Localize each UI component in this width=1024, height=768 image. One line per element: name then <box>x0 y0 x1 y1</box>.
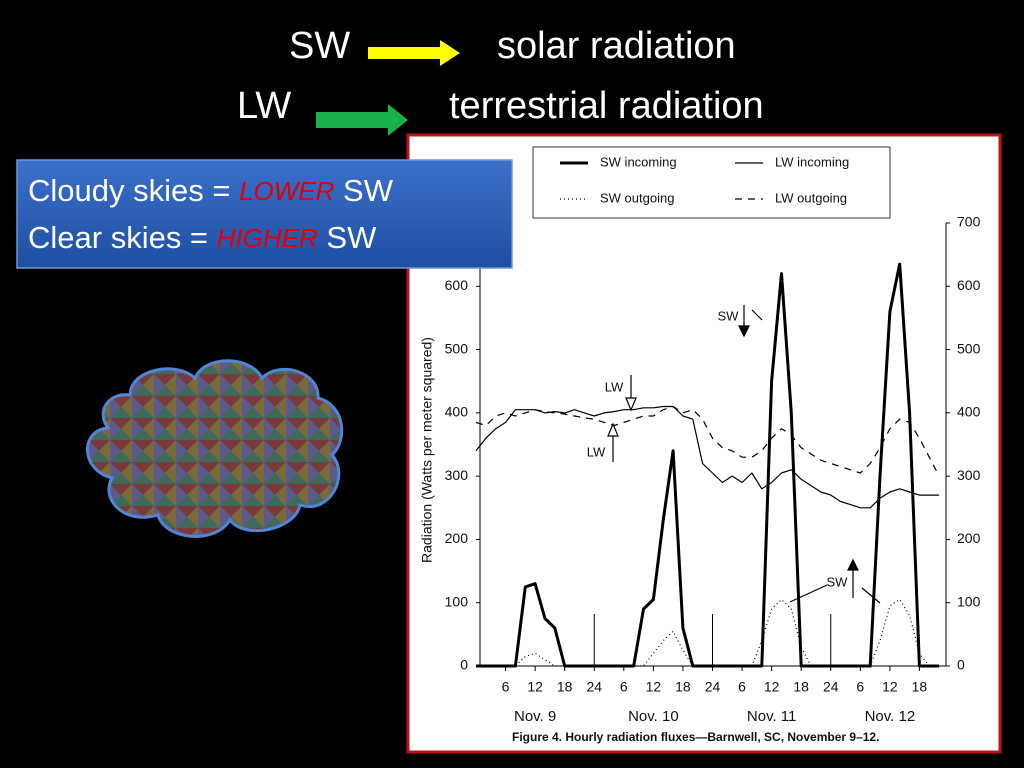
callout-lead: Clear skies = <box>28 220 217 255</box>
x-tick-label: 6 <box>856 679 864 695</box>
y2-tick-label: 700 <box>957 214 981 230</box>
cloud-image <box>86 359 344 538</box>
legend-label: SW incoming <box>600 154 677 169</box>
series-line <box>476 598 940 667</box>
plot: 0 0 100 100 200 200 300 300 400 400 500 500 600 600 70… <box>419 154 981 744</box>
x-tick-label: 18 <box>912 679 928 695</box>
day-label: Nov. 9 <box>514 708 556 725</box>
y2-tick-label: 0 <box>957 657 965 673</box>
x-tick-label: 18 <box>557 679 573 695</box>
callout-tail: SW <box>334 173 393 208</box>
y2-tick-label: 100 <box>957 593 981 609</box>
annotation: LW <box>605 379 624 394</box>
x-tick-label: 24 <box>586 679 602 695</box>
x-tick-label: 12 <box>882 679 898 695</box>
series-line <box>475 405 940 509</box>
legend-label: LW outgoing <box>775 190 847 205</box>
annotation: SW <box>827 574 849 589</box>
x-tick-label: 6 <box>738 679 746 695</box>
heading-abbr: SW <box>289 25 350 67</box>
y-tick-label: 600 <box>445 277 469 293</box>
y-tick-label: 0 <box>460 657 468 673</box>
x-tick-label: 24 <box>705 679 721 695</box>
figure: 0 0 100 100 200 200 300 300 400 400 500 500 600 600 70… <box>406 133 1002 754</box>
legend-label: LW incoming <box>775 154 849 169</box>
callout-line: Clear skies = HIGHER SW <box>28 220 377 255</box>
series-line <box>475 405 940 477</box>
day-label: Nov. 12 <box>865 708 916 725</box>
x-tick-label: 12 <box>764 679 780 695</box>
x-tick-label: 6 <box>502 679 510 695</box>
callout-box <box>16 159 513 269</box>
arrow <box>316 104 408 136</box>
heading-meaning: terrestrial radiation <box>449 85 764 127</box>
callout-tail: SW <box>318 220 377 255</box>
y-tick-label: 100 <box>445 593 469 609</box>
y2-tick-label: 500 <box>957 340 981 356</box>
y-tick-label: 400 <box>445 404 469 420</box>
y2-tick-label: 200 <box>957 530 981 546</box>
day-label: Nov. 10 <box>628 708 679 725</box>
annotation: SW <box>718 308 740 323</box>
arrow <box>368 40 460 66</box>
day-label: Nov. 11 <box>747 708 796 725</box>
y2-tick-label: 300 <box>957 467 981 483</box>
x-tick-label: 18 <box>793 679 809 695</box>
legend <box>532 146 891 219</box>
x-tick-label: 6 <box>620 679 628 695</box>
y-axis-label: Radiation (Watts per meter squared) <box>419 337 435 563</box>
callout-line: Cloudy skies = LOWER SW <box>28 173 394 208</box>
legend-label: SW outgoing <box>600 190 674 205</box>
x-tick-label: 12 <box>527 679 543 695</box>
y-tick-label: 500 <box>445 340 469 356</box>
y2-tick-label: 600 <box>957 277 981 293</box>
y-tick-label: 200 <box>445 530 469 546</box>
caption: Figure 4. Hourly radiation fluxes—Barnwe… <box>512 730 879 744</box>
callout-emphasis: HIGHER <box>217 223 318 253</box>
callout-lead: Cloudy skies = <box>28 173 239 208</box>
heading-meaning: solar radiation <box>497 25 736 67</box>
x-tick-label: 18 <box>675 679 691 695</box>
heading-abbr: LW <box>237 85 291 127</box>
x-tick-label: 12 <box>646 679 662 695</box>
y2-tick-label: 400 <box>957 404 981 420</box>
callout-emphasis: LOWER <box>239 176 334 206</box>
y-tick-label: 300 <box>445 467 469 483</box>
x-tick-label: 24 <box>823 679 839 695</box>
annotation-arrows <box>607 305 881 604</box>
annotation: LW <box>587 444 606 459</box>
